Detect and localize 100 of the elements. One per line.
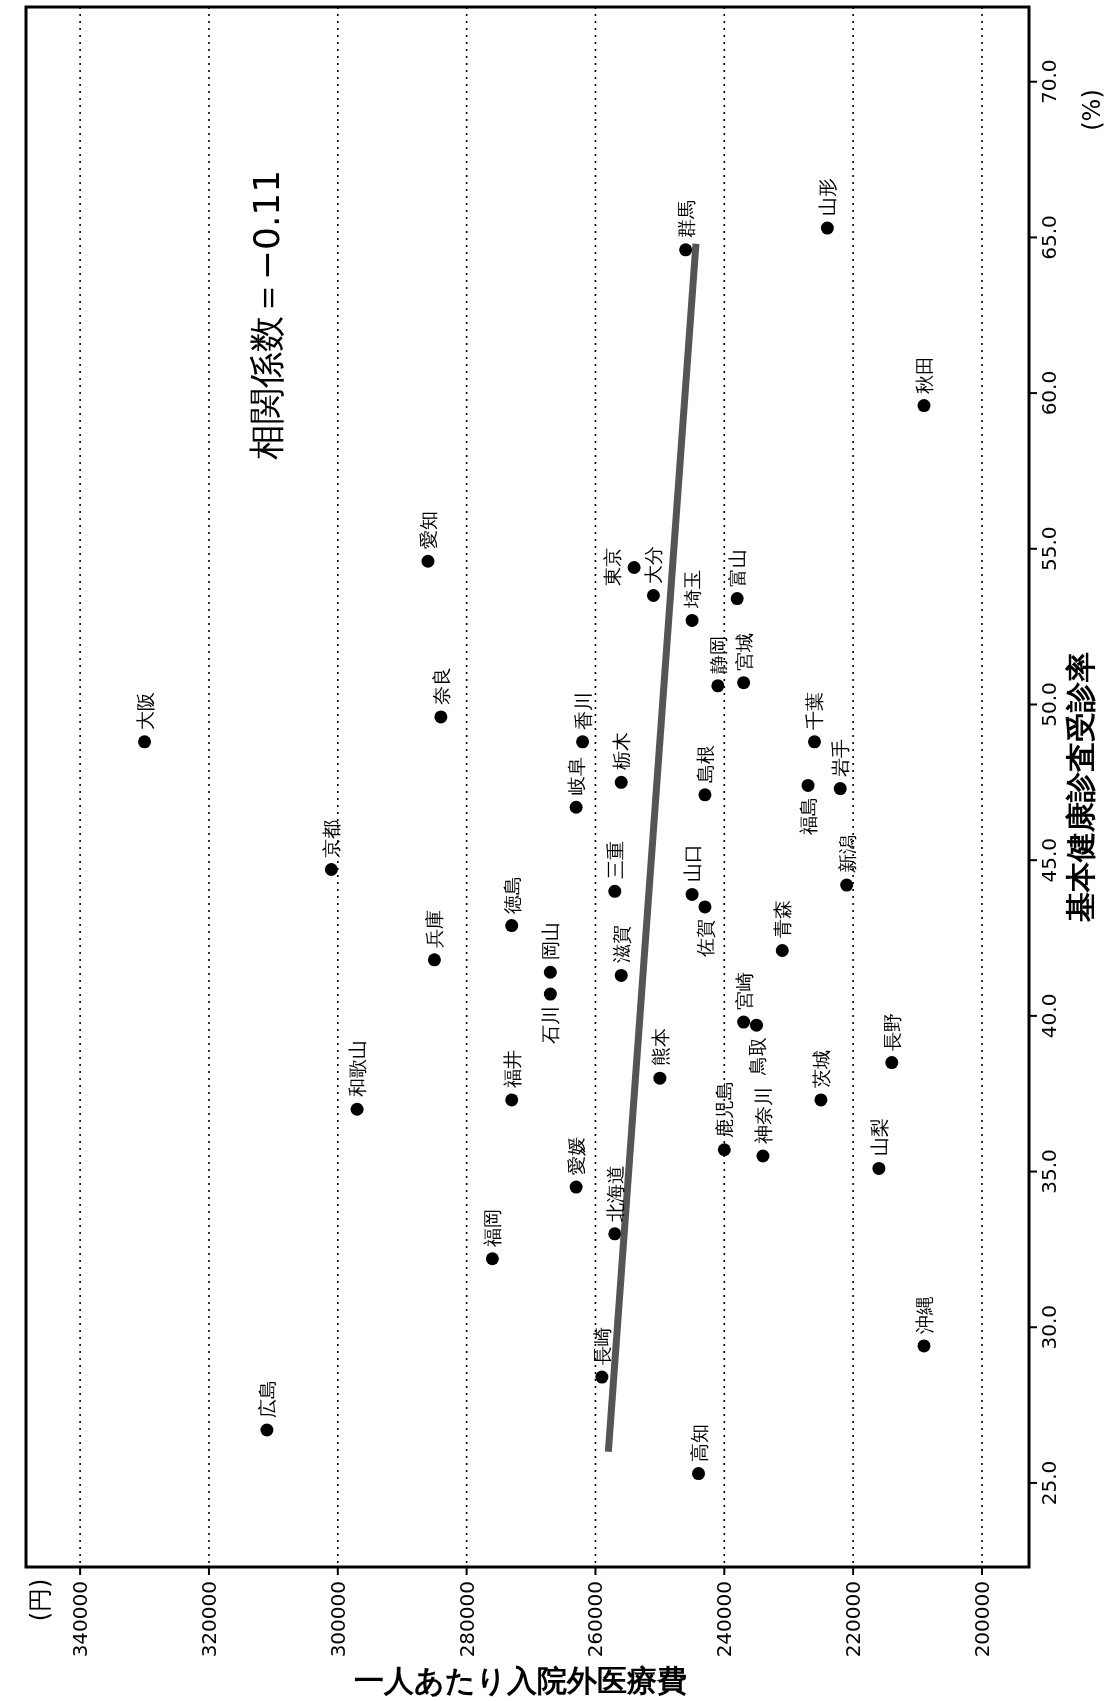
y-tick-label: 35.0 <box>1037 1149 1061 1194</box>
annotation: 群馬 <box>674 199 697 238</box>
annotation: 京都 <box>320 819 343 858</box>
y-tick-label: 30.0 <box>1037 1304 1061 1350</box>
x-tick-label: 320000 <box>196 1581 221 1658</box>
point <box>801 778 815 792</box>
point <box>434 710 448 724</box>
point <box>872 1161 886 1175</box>
annotation: 大分 <box>642 545 665 584</box>
annotation: 青森 <box>771 900 794 939</box>
point <box>737 676 751 690</box>
point <box>885 1056 899 1070</box>
annotation: 栃木 <box>610 732 633 771</box>
annotation: 石川 <box>539 1006 562 1045</box>
annotation: 鳥取 <box>745 1037 768 1077</box>
annotation: 高知 <box>687 1423 710 1462</box>
point <box>543 987 557 1001</box>
point <box>627 560 641 574</box>
annotation: 和歌山 <box>346 1040 369 1098</box>
annotation: 沖縄 <box>913 1295 935 1334</box>
point <box>595 1370 609 1384</box>
annotation: 長野 <box>880 1012 903 1051</box>
annotation: 長崎 <box>590 1327 613 1366</box>
y-tick-label: 25.0 <box>1037 1460 1061 1506</box>
annotation: 埼玉 <box>681 570 704 610</box>
point <box>711 679 725 693</box>
annotation: 新潟 <box>835 835 858 874</box>
point <box>646 589 660 602</box>
x-tick-label: 340000 <box>68 1581 93 1658</box>
annotation: 滋賀 <box>610 925 633 964</box>
x-axis-title: 一人あたり入院外医療費 <box>353 1662 687 1698</box>
point <box>917 399 931 413</box>
point <box>350 1102 364 1116</box>
annotation: 山口 <box>681 844 704 883</box>
point <box>608 884 622 898</box>
annotation: 福岡 <box>481 1208 504 1247</box>
y-tick-label: 65.0 <box>1037 215 1061 260</box>
x-tick-label: 200000 <box>969 1581 994 1658</box>
annotation: 山梨 <box>867 1118 890 1157</box>
annotation: 東京 <box>601 548 624 587</box>
point <box>679 243 693 257</box>
annotation: 富山 <box>726 548 749 587</box>
annotation: 奈良 <box>429 666 452 705</box>
y-tick-label: 50.0 <box>1037 682 1061 727</box>
point <box>820 221 834 235</box>
point <box>775 943 789 957</box>
annotation: 福井 <box>500 1049 523 1088</box>
annotation: 福島 <box>797 797 820 836</box>
point <box>917 1339 931 1353</box>
annotation: 神奈川 <box>751 1086 774 1144</box>
y-tick-label: 40.0 <box>1037 993 1061 1039</box>
annotation: 北海道 <box>603 1164 626 1222</box>
annotation: 千葉 <box>803 691 826 730</box>
annotation: 三重 <box>603 841 626 880</box>
point <box>608 1227 622 1241</box>
annotation: 佐賀 <box>693 918 716 957</box>
annotation: 茨城 <box>809 1049 832 1088</box>
point <box>614 775 628 789</box>
point <box>750 1018 764 1032</box>
x-tick-label: 300000 <box>325 1581 350 1658</box>
point <box>653 1071 667 1085</box>
point <box>807 735 821 749</box>
point <box>698 900 712 914</box>
point <box>756 1149 770 1163</box>
point <box>543 965 557 979</box>
y-axis-title: 基本健康診査受診率 <box>1062 652 1098 923</box>
annotation: 岐阜 <box>565 757 588 796</box>
point <box>833 782 847 796</box>
annotation: 鹿児島 <box>713 1080 736 1138</box>
annotation: 岡山 <box>539 922 562 961</box>
annotation: 愛知 <box>416 511 439 550</box>
point <box>737 1015 751 1029</box>
point <box>427 953 441 967</box>
x-tick-label: 260000 <box>583 1581 608 1658</box>
point <box>840 878 854 892</box>
point <box>138 735 152 749</box>
y-tick-label: 60.0 <box>1037 370 1061 416</box>
point <box>685 887 699 901</box>
point <box>576 735 590 749</box>
point <box>698 788 712 802</box>
y-tick-label: 45.0 <box>1037 837 1061 883</box>
point <box>717 1143 731 1157</box>
y-tick-label: 70.0 <box>1037 59 1061 104</box>
annotation: 秋田 <box>913 355 935 394</box>
x-tick-label: 240000 <box>712 1581 737 1658</box>
annotation: 広島 <box>255 1379 278 1418</box>
point <box>505 1093 519 1107</box>
x-tick-label: 280000 <box>454 1581 479 1658</box>
x-tick-label: 220000 <box>841 1581 866 1658</box>
point <box>730 592 744 606</box>
annotation: 宮城 <box>732 632 755 671</box>
annotation: 岩手 <box>829 738 852 777</box>
text: (円) <box>26 1578 54 1622</box>
annotation: 大阪 <box>133 691 156 730</box>
point <box>814 1093 828 1107</box>
y-tick-label: 55.0 <box>1037 526 1061 572</box>
point <box>569 800 583 814</box>
annotation: 徳島 <box>500 875 523 914</box>
point <box>505 919 519 933</box>
annotation: 熊本 <box>648 1028 671 1067</box>
